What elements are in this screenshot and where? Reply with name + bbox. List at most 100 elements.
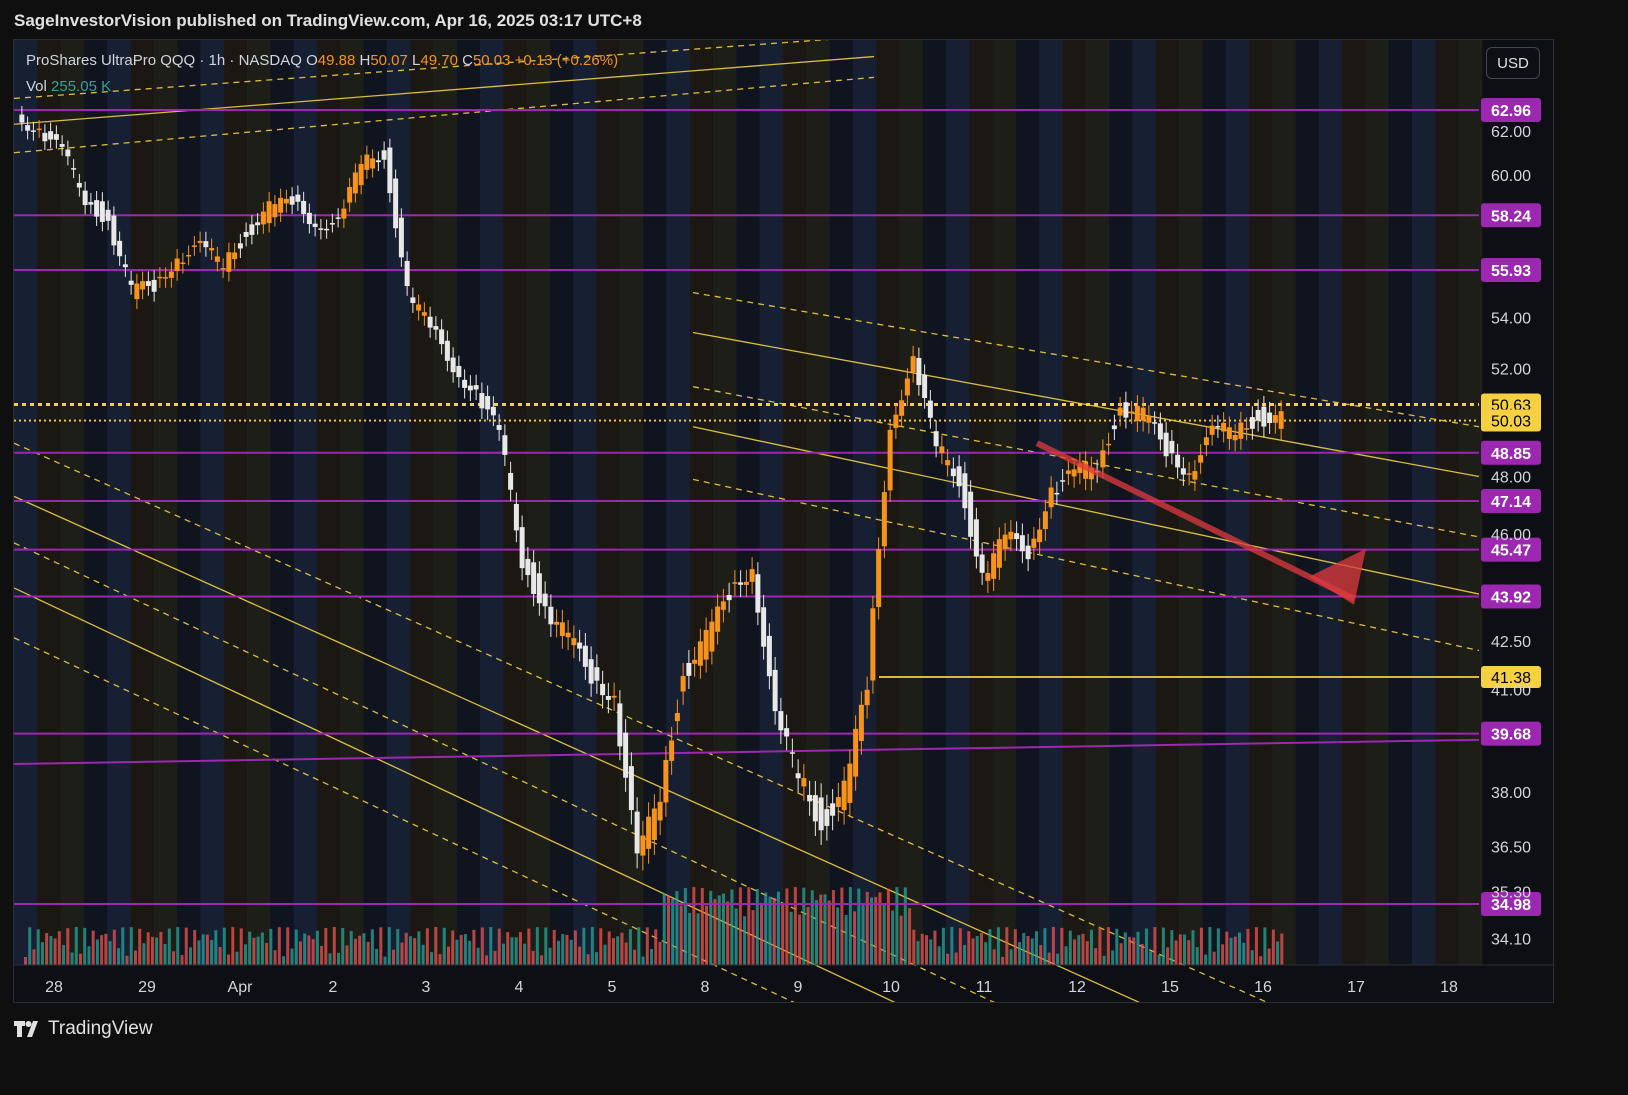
candle-body	[421, 312, 427, 316]
open-value: 49.88	[317, 52, 356, 69]
volume-value: 255.05 K	[51, 78, 112, 95]
volume-bar	[459, 934, 463, 965]
candle-body	[398, 217, 404, 258]
volume-bar	[1018, 942, 1022, 965]
volume-bar	[463, 934, 467, 965]
volume-bar	[91, 930, 95, 965]
level-label-bg	[1481, 537, 1541, 562]
candle-body	[559, 622, 565, 637]
volume-bar	[1013, 929, 1017, 965]
volume-bar	[747, 887, 751, 965]
candle-body	[628, 766, 634, 811]
volume-bar	[1081, 933, 1085, 965]
candle-body	[542, 593, 548, 607]
channel-line	[14, 55, 875, 125]
volume-bar	[958, 928, 962, 965]
candle-body	[991, 553, 997, 579]
volume-bar	[963, 945, 967, 965]
session-band	[1109, 40, 1133, 965]
volume-bar	[201, 934, 205, 965]
candle-body	[99, 201, 105, 222]
candle-body	[393, 178, 399, 229]
volume-bar	[45, 933, 49, 965]
volume-bar	[1022, 933, 1026, 965]
volume-bar	[24, 957, 27, 965]
level-label: 47.14	[1491, 494, 1531, 511]
level-label-bg	[1481, 203, 1541, 228]
volume-bar	[1106, 927, 1110, 965]
volume-bar	[857, 888, 861, 965]
volume-bar	[755, 888, 759, 965]
volume-bar	[1204, 954, 1208, 965]
volume-bar	[260, 932, 264, 965]
volume-bar	[540, 955, 544, 965]
candle-body	[536, 573, 542, 604]
publisher-line: SageInvestorVision published on TradingV…	[14, 11, 642, 30]
candle-body	[364, 154, 370, 170]
candle-body	[807, 794, 813, 802]
volume-bar	[789, 911, 793, 965]
volume-bar	[489, 927, 493, 965]
candle-body	[674, 713, 680, 722]
candle-body	[71, 168, 77, 170]
volume-bar	[163, 943, 167, 965]
volume-bar	[1001, 956, 1005, 965]
volume-bar	[823, 894, 827, 965]
session-band	[270, 40, 295, 965]
volume-bar	[53, 938, 57, 965]
candle-body	[48, 131, 54, 140]
volume-bar	[815, 900, 819, 965]
candle-body	[531, 562, 537, 594]
volume-bar	[62, 945, 66, 965]
candle-body	[1123, 402, 1129, 418]
volume-bar	[523, 943, 527, 965]
chart-pane[interactable]: 62.96 58.24 55.93 48.85 47.14 45.47 43.92 39.68…	[13, 39, 1554, 1003]
candle-body	[577, 642, 583, 649]
tradingview-logo[interactable]: TradingView	[14, 1018, 153, 1040]
volume-bars	[24, 887, 1284, 965]
level-label: 43.92	[1491, 590, 1531, 607]
session-band	[899, 40, 924, 965]
volume-bar	[172, 951, 176, 965]
candle-body	[513, 503, 519, 531]
volume-bar	[87, 946, 91, 965]
volume-bar	[392, 949, 396, 965]
candle-body	[25, 125, 31, 131]
candle-body	[462, 379, 468, 388]
candle-body	[19, 114, 25, 123]
volume-bar	[248, 931, 252, 965]
candle-body	[335, 217, 341, 219]
volume-bar	[1246, 928, 1250, 965]
candle-body	[1244, 428, 1250, 430]
volume-bar	[1026, 935, 1030, 965]
volume-bar	[231, 927, 235, 965]
level-label: 55.93	[1491, 263, 1531, 280]
candle-body	[1157, 423, 1163, 440]
volume-bar	[721, 893, 725, 965]
volume-bar	[1166, 947, 1170, 965]
candle-body	[318, 228, 324, 230]
volume-bar	[129, 927, 133, 965]
session-band	[223, 40, 248, 965]
volume-bar	[167, 928, 171, 965]
candle-body	[646, 816, 652, 849]
volume-bar	[548, 947, 552, 965]
forecast-arrow	[1035, 440, 1366, 605]
session-band	[1179, 40, 1203, 965]
currency-button[interactable]: USD	[1486, 47, 1540, 79]
session-band	[433, 40, 458, 965]
volume-bar	[375, 948, 379, 965]
price-chart[interactable]: 62.96 58.24 55.93 48.85 47.14 45.47 43.92 39.68…	[14, 40, 1554, 1003]
candle-body	[594, 667, 600, 681]
volume-bar	[387, 927, 391, 965]
candle-body	[899, 400, 905, 416]
volume-bar	[806, 906, 810, 965]
session-band	[247, 40, 271, 965]
symbol-name: ProShares UltraPro QQQ · 1h · NASDAQ	[26, 52, 302, 69]
candle-body	[922, 374, 928, 399]
level-label-bg	[1481, 440, 1541, 465]
candle-body	[703, 630, 709, 660]
volume-bar	[933, 930, 937, 965]
session-band	[410, 40, 434, 965]
candle-body	[329, 223, 335, 225]
